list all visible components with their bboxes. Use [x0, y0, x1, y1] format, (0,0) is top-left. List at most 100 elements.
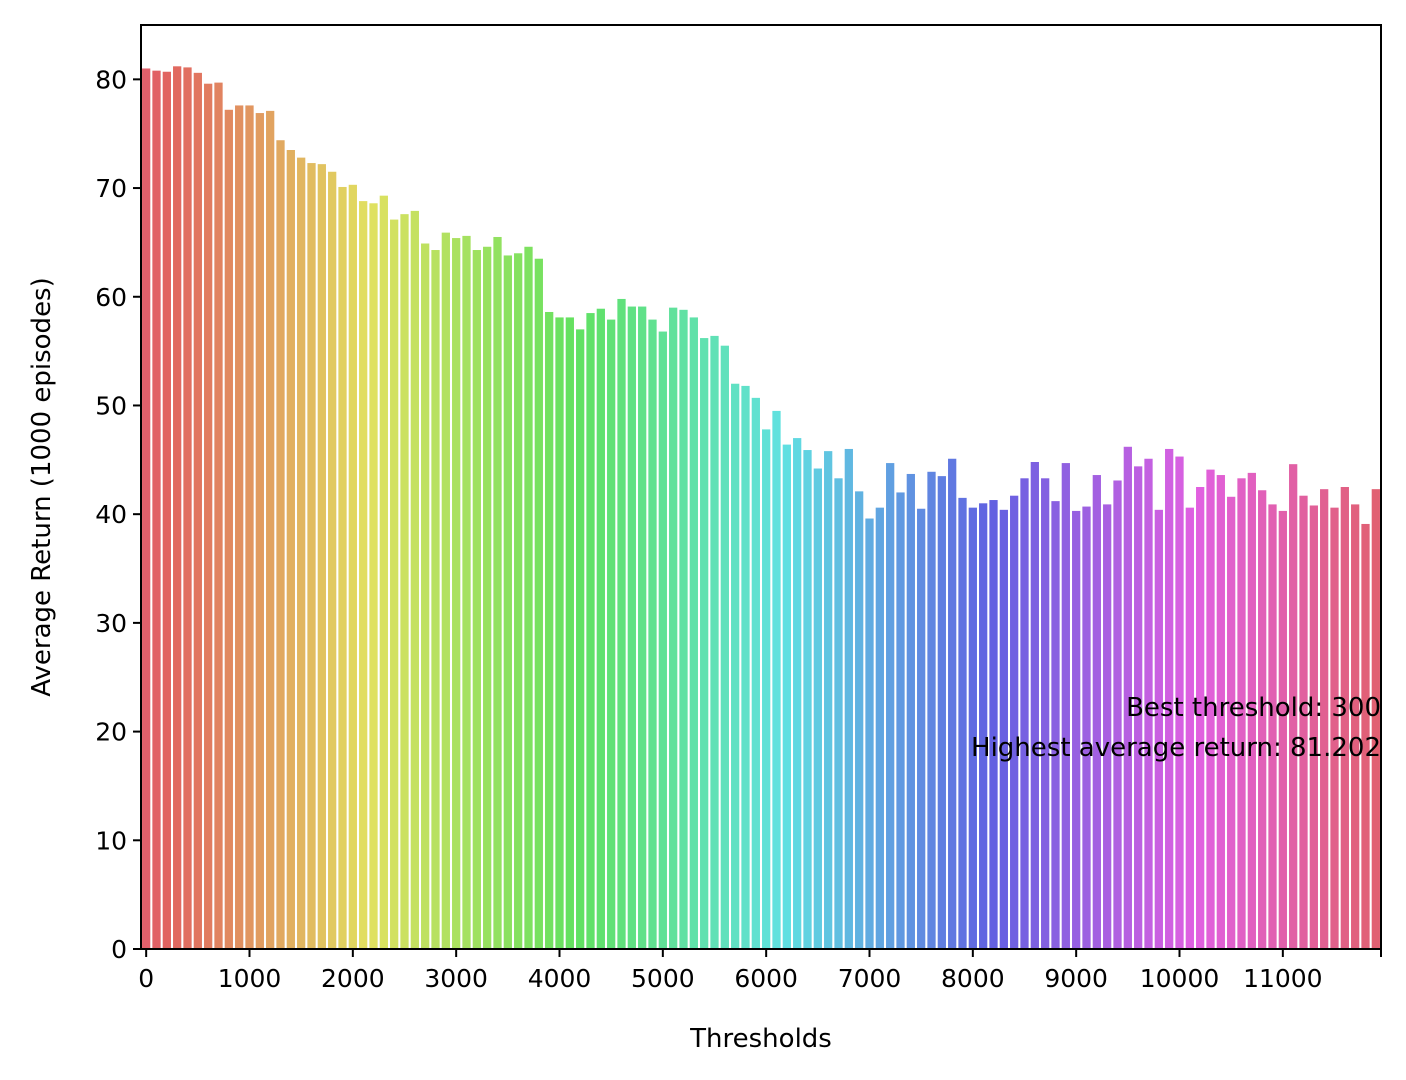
bar-5100: [669, 307, 678, 949]
bar-9400: [1113, 480, 1122, 949]
x-tick-label: 4000: [528, 964, 592, 993]
bar-700: [214, 82, 223, 950]
bar-5600: [720, 345, 729, 949]
bar-4700: [627, 306, 636, 949]
bar-9600: [1134, 466, 1143, 949]
bar-2500: [400, 214, 409, 949]
bar-7300: [896, 492, 905, 949]
bar-4100: [565, 317, 574, 949]
bar-1800: [328, 171, 337, 949]
bar-4200: [576, 329, 585, 949]
bar-3200: [472, 250, 481, 949]
bar-8000: [968, 507, 977, 949]
bar-6600: [824, 451, 833, 949]
bar-2700: [421, 243, 430, 949]
bar-8700: [1041, 478, 1050, 949]
bar-800: [224, 109, 233, 950]
bar-5900: [751, 397, 760, 949]
x-tick-label: 5000: [631, 964, 695, 993]
bar-9000: [1072, 510, 1081, 949]
bar-2900: [441, 232, 450, 949]
y-tick-label: 70: [95, 174, 127, 203]
bar-2200: [369, 203, 378, 949]
plot-frame: [140, 24, 1382, 950]
bar-2100: [359, 201, 368, 950]
bar-10100: [1185, 507, 1194, 949]
bar-7500: [917, 508, 926, 949]
bar-10400: [1216, 475, 1225, 949]
bar-3800: [534, 258, 543, 950]
bar-500: [193, 72, 202, 949]
bar-3000: [452, 238, 461, 949]
bar-8800: [1051, 501, 1060, 949]
bar-2400: [390, 219, 399, 949]
bar-1000: [245, 105, 254, 949]
bar-100: [152, 70, 161, 949]
bar-8100: [979, 503, 988, 949]
bar-11500: [1330, 507, 1339, 949]
bar-8300: [999, 509, 1008, 949]
x-tick-label: 11000: [1243, 964, 1323, 993]
bar-1700: [317, 164, 326, 949]
bar-10800: [1258, 490, 1267, 949]
y-tick-label: 30: [95, 609, 127, 638]
bar-10600: [1237, 478, 1246, 949]
bar-900: [235, 105, 244, 949]
bar-5400: [700, 338, 709, 949]
x-tick-label: 8000: [941, 964, 1005, 993]
bar-5700: [731, 383, 740, 950]
bar-7600: [927, 471, 936, 949]
bar-5300: [689, 317, 698, 949]
bar-4900: [648, 319, 657, 950]
bar-6700: [834, 478, 843, 949]
y-tick-label: 0: [111, 935, 127, 964]
bar-8600: [1030, 462, 1039, 949]
bar-3100: [462, 235, 471, 949]
bar-9100: [1082, 506, 1091, 949]
bar-3600: [514, 253, 523, 949]
y-tick-label: 80: [95, 65, 127, 94]
x-axis-label: Thresholds: [689, 1024, 832, 1054]
bar-4400: [596, 308, 605, 950]
bar-9700: [1144, 458, 1153, 949]
bar-11900: [1371, 489, 1380, 949]
bar-1300: [276, 140, 285, 950]
bar-11800: [1361, 523, 1370, 949]
bar-1100: [255, 113, 264, 950]
y-tick-label: 60: [95, 283, 127, 312]
x-tick-label: 3000: [424, 964, 488, 993]
x-tick-label: 9000: [1044, 964, 1108, 993]
annotation-best-threshold: Best threshold: 300: [1126, 693, 1381, 723]
bar-7400: [906, 473, 915, 949]
bar-2000: [348, 184, 357, 950]
x-tick-label: 6000: [734, 964, 798, 993]
bar-5200: [679, 309, 688, 949]
bar-11600: [1340, 487, 1349, 949]
bar-10000: [1175, 456, 1184, 949]
bar-6800: [844, 448, 853, 949]
bar-11200: [1299, 495, 1308, 949]
bar-11100: [1289, 464, 1298, 949]
bar-8200: [989, 500, 998, 949]
bar-5000: [658, 331, 667, 949]
bar-600: [204, 83, 213, 949]
bar-7000: [865, 518, 874, 949]
y-tick-label: 50: [95, 391, 127, 420]
bar-1600: [307, 163, 316, 949]
bar-1400: [286, 150, 295, 949]
x-axis: 0 1000 2000 3000 4000 5000 6000 7000 8000 9000 100…: [138, 949, 1382, 993]
bar-7900: [958, 497, 967, 949]
bar-6100: [772, 410, 781, 949]
bar-1900: [338, 186, 347, 950]
bar-11400: [1320, 489, 1329, 949]
y-tick-label: 10: [95, 826, 127, 855]
bar-11700: [1351, 504, 1360, 949]
bar-5500: [710, 335, 719, 949]
bar-9500: [1123, 446, 1132, 949]
bar-11000: [1278, 510, 1287, 949]
bar-4000: [555, 317, 564, 949]
bar-6200: [782, 444, 791, 949]
x-tick-label: 2000: [321, 964, 385, 993]
